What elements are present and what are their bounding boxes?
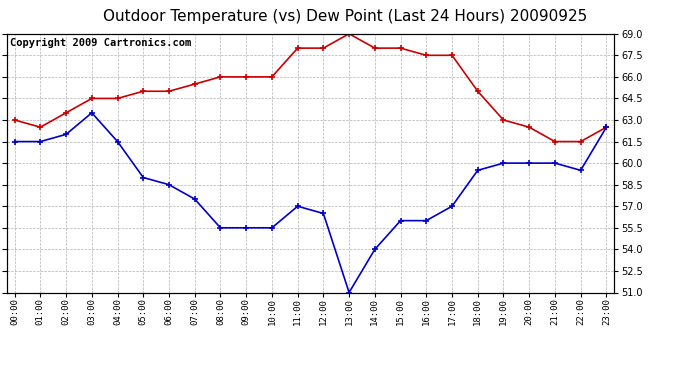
Text: Copyright 2009 Cartronics.com: Copyright 2009 Cartronics.com xyxy=(10,38,191,48)
Text: Outdoor Temperature (vs) Dew Point (Last 24 Hours) 20090925: Outdoor Temperature (vs) Dew Point (Last… xyxy=(103,9,587,24)
